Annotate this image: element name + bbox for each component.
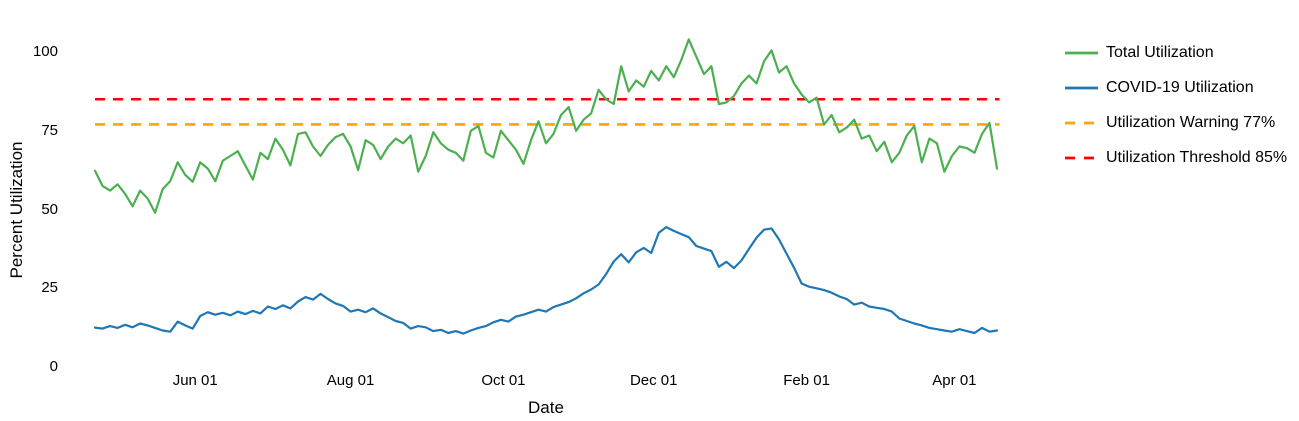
legend-item-total-utilization[interactable]: Total Utilization [1065, 35, 1287, 70]
x-tick-label-aug-01: Aug 01 [326, 372, 375, 389]
x-tick-label-apr-01: Apr 01 [932, 372, 977, 389]
covid-19-utilization-line [93, 226, 999, 335]
x-tick-label-dec-01: Dec 01 [629, 372, 678, 389]
x-tick-label-feb-01: Feb 01 [783, 372, 830, 389]
y-tick-label-50: 50 [41, 200, 58, 218]
y-tick-label-0: 0 [49, 358, 58, 375]
warning-dashed-swatch [1065, 121, 1098, 124]
total-utilization-line-swatch [1065, 51, 1098, 54]
legend-item-covid-utilization[interactable]: COVID-19 Utilization [1065, 70, 1287, 105]
x-axis-title: Date [528, 398, 564, 417]
legend-item-utilization-warning[interactable]: Utilization Warning 77% [1065, 105, 1287, 140]
y-tick-label-25: 25 [41, 279, 58, 297]
x-tick-label-jun-01: Jun 01 [172, 372, 218, 389]
legend-item-utilization-threshold[interactable]: Utilization Threshold 85% [1065, 140, 1287, 175]
legend-label: Utilization Threshold 85% [1106, 148, 1288, 166]
legend-label: Utilization Warning 77% [1106, 113, 1276, 131]
y-tick-label-75: 75 [41, 121, 58, 139]
covid-utilization-line-swatch [1065, 86, 1098, 89]
threshold-dashed-swatch [1065, 156, 1098, 159]
y-tick-label-100: 100 [32, 43, 58, 60]
legend: Total Utilization COVID-19 Utilization U… [1065, 35, 1287, 175]
x-tick-label-oct-01: Oct 01 [481, 372, 526, 389]
legend-label: COVID-19 Utilization [1106, 78, 1254, 96]
total-utilization-line [93, 38, 999, 214]
legend-label: Total Utilization [1106, 43, 1214, 61]
